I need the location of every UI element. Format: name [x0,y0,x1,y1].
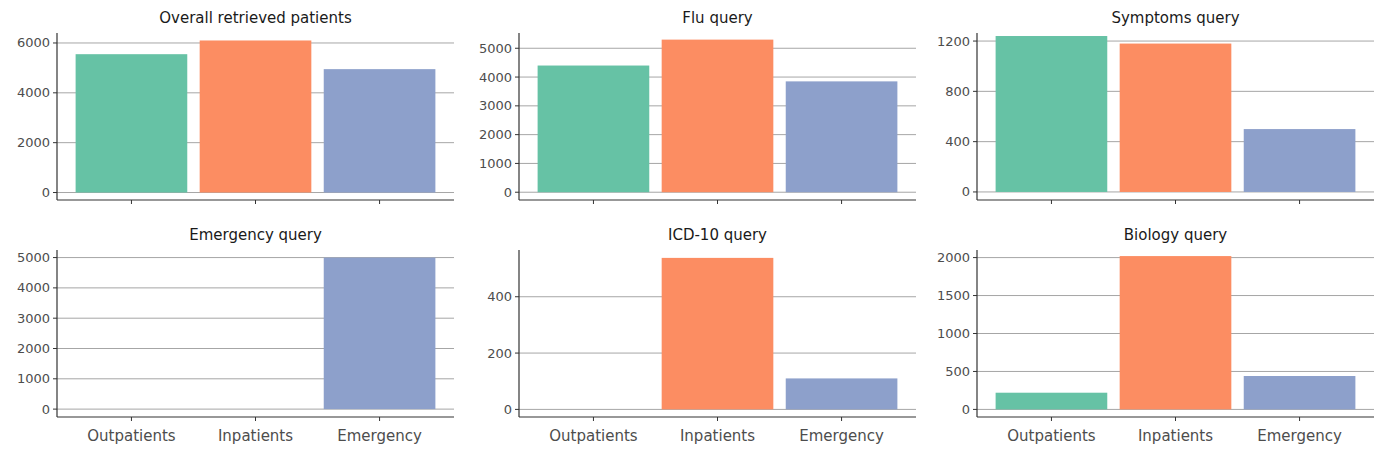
x-tick [717,200,718,204]
bar [1120,256,1232,409]
x-tick [255,200,256,204]
y-tick-label: 1000 [17,371,50,386]
x-tick-label: Emergency [1257,427,1342,445]
bar [324,258,436,410]
bar [1244,376,1356,409]
panel: Emergency query 0 1000 2000 3000 4000 5000 Outp… [17,226,454,445]
x-tick-label: Inpatients [680,427,755,445]
y-tick-label: 4000 [479,70,512,85]
x-tick-label: Inpatients [218,427,293,445]
y-tick-label: 400 [487,289,512,304]
x-axis-line [519,199,916,200]
x-tick [379,200,380,204]
bar [200,409,312,410]
y-tick-label: 3000 [479,98,512,113]
x-tick-label: Inpatients [1138,427,1213,445]
y-tick-label: 5000 [17,250,50,265]
panel: ICD-10 query 0 200 400 Outpatients Inpatients… [487,226,916,445]
y-tick-label: 1500 [937,288,970,303]
x-axis-line [57,416,454,417]
panel: Biology query 0 500 1000 1500 2000 Outpatients… [937,226,1374,445]
y-tick-label: 3000 [17,311,50,326]
figure: Overall retrieved patients0200040006000F… [0,0,1383,453]
panel: Overall retrieved patients 0 2000 4000 6000 [17,9,454,204]
bar [786,81,898,192]
y-tick-label: 1000 [479,156,512,171]
y-tick-label: 5000 [479,41,512,56]
x-tick-label: Outpatients [549,427,638,445]
y-tick-label: 2000 [937,250,970,265]
bar [662,258,774,410]
bar [996,36,1108,192]
y-tick-label: 2000 [479,127,512,142]
bars [662,258,898,410]
bar [662,40,774,193]
x-tick [1051,200,1052,204]
y-axis-line [976,250,977,417]
y-tick-label: 800 [945,84,970,99]
x-axis-line [977,416,1374,417]
bars [996,36,1356,192]
x-tick-label: Outpatients [1007,427,1096,445]
panel-title: ICD-10 query [668,226,767,244]
bar [76,409,188,410]
y-tick-label: 1000 [937,326,970,341]
x-axis-line [519,416,916,417]
bars [324,258,436,410]
y-tick-label: 2000 [17,341,50,356]
x-tick [1299,200,1300,204]
y-tick-label: 0 [42,402,50,417]
y-axis-line [518,250,519,417]
y-axis-line [56,33,57,200]
y-tick-label: 2000 [17,135,50,150]
bar [538,409,650,410]
panel-title: Overall retrieved patients [159,9,352,27]
y-tick-label: 4000 [17,280,50,295]
x-axis-line [57,199,454,200]
x-axis-line [977,199,1374,200]
x-tick [1175,200,1176,204]
bar [1120,44,1232,192]
bar [1244,129,1356,192]
x-tick [841,200,842,204]
bar [200,40,312,192]
x-tick-label: Emergency [337,427,422,445]
bar [76,54,188,192]
x-tick-label: Outpatients [87,427,176,445]
y-axis-line [56,250,57,417]
bar [996,393,1108,410]
y-tick-label: 4000 [17,85,50,100]
x-tick-label: Emergency [799,427,884,445]
panel-title: Biology query [1124,226,1228,244]
bars [538,40,898,193]
panel: Symptoms query 0 400 800 1200 [937,9,1374,204]
x-tick [131,200,132,204]
bar [324,69,436,192]
bars [76,40,436,192]
y-tick-label: 6000 [17,35,50,50]
y-tick-label: 1200 [937,34,970,49]
panel: Flu query 0 1000 2000 3000 4000 5000 [479,9,916,204]
bar [538,66,650,193]
y-tick-label: 0 [42,185,50,200]
panel-title: Flu query [682,9,752,27]
y-tick-label: 400 [945,134,970,149]
y-tick-label: 200 [487,346,512,361]
x-tick [593,200,594,204]
y-tick-label: 0 [962,402,970,417]
panel-title: Emergency query [189,226,322,244]
y-tick-label: 0 [504,185,512,200]
y-tick-label: 0 [962,184,970,199]
y-axis-line [976,33,977,200]
y-tick-label: 0 [504,402,512,417]
panel-title: Symptoms query [1111,9,1239,27]
bar [786,378,898,409]
y-tick-label: 500 [945,364,970,379]
bars [996,256,1356,409]
y-axis-line [518,33,519,200]
